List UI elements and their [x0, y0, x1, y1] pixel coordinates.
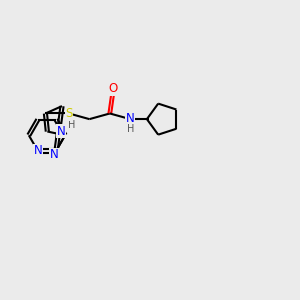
Text: S: S [65, 107, 73, 120]
Text: H: H [127, 124, 134, 134]
Text: N: N [50, 148, 58, 161]
Text: N: N [57, 125, 65, 138]
Text: N: N [34, 145, 42, 158]
Text: O: O [108, 82, 118, 95]
Text: H: H [68, 121, 76, 130]
Text: N: N [126, 112, 135, 124]
